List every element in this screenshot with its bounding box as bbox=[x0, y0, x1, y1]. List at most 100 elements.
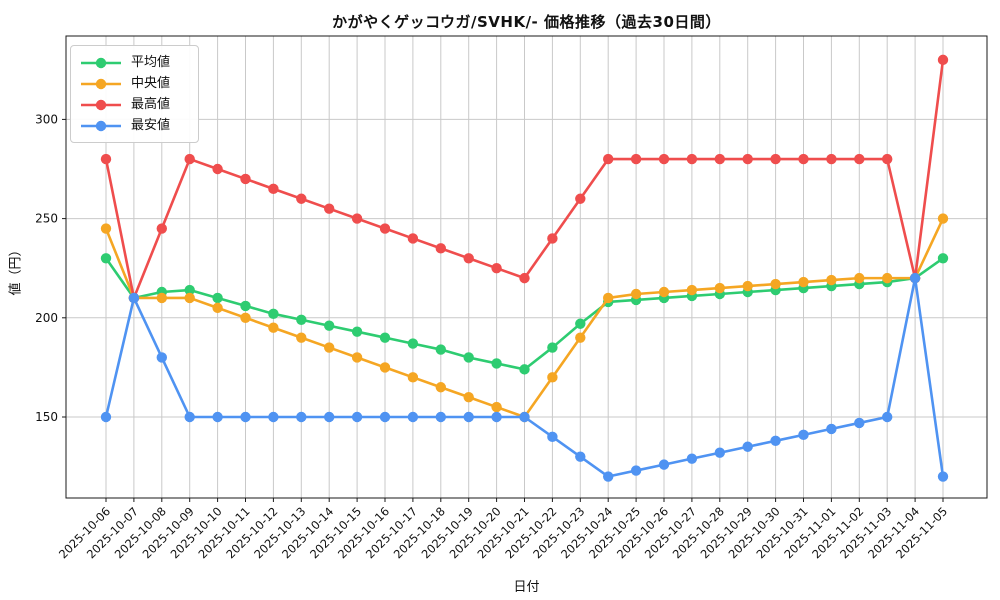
point-median bbox=[937, 213, 949, 224]
point-min bbox=[826, 423, 837, 435]
point-max bbox=[351, 213, 363, 224]
y-axis-label: 値（円） bbox=[8, 243, 24, 296]
legend-item-min: 最安値 bbox=[79, 115, 190, 136]
point-median bbox=[463, 391, 474, 403]
legend-marker-min bbox=[81, 120, 121, 131]
point-average bbox=[296, 314, 307, 325]
y-tick-labels: 150 200 250 300 bbox=[35, 112, 58, 424]
point-min bbox=[407, 411, 419, 423]
point-median bbox=[882, 272, 893, 284]
point-median bbox=[296, 332, 307, 343]
legend-item-average: 平均値 bbox=[79, 52, 190, 73]
point-median bbox=[742, 280, 753, 292]
point-max bbox=[854, 153, 865, 165]
point-median bbox=[826, 274, 837, 286]
ticks bbox=[62, 118, 944, 502]
point-median bbox=[547, 372, 558, 383]
point-min bbox=[128, 292, 140, 304]
point-max bbox=[240, 173, 251, 185]
point-max bbox=[100, 153, 112, 165]
chart-title: かがやくゲッコウガ/SVHK/- 価格推移（過去30日間） bbox=[332, 13, 721, 31]
point-max bbox=[212, 163, 223, 175]
point-median bbox=[351, 352, 363, 363]
legend: 平均値 中央値 最高値 最安値 bbox=[70, 45, 199, 143]
point-min bbox=[909, 272, 921, 284]
point-max bbox=[742, 153, 753, 165]
point-average bbox=[463, 352, 474, 363]
point-average bbox=[268, 308, 279, 320]
point-median bbox=[603, 292, 614, 304]
point-max bbox=[379, 223, 391, 234]
point-median bbox=[435, 382, 446, 393]
point-max bbox=[686, 153, 698, 165]
point-max bbox=[324, 203, 335, 214]
point-average bbox=[324, 320, 335, 331]
point-min bbox=[519, 411, 530, 423]
point-max bbox=[519, 272, 530, 284]
point-max bbox=[575, 193, 586, 204]
x-axis-label: 日付 bbox=[513, 580, 540, 595]
point-average bbox=[519, 364, 530, 375]
y-tick-label: 200 bbox=[35, 311, 58, 325]
point-min bbox=[714, 447, 725, 458]
point-max bbox=[770, 153, 781, 165]
point-min bbox=[212, 411, 223, 423]
point-median bbox=[156, 292, 167, 304]
point-max bbox=[882, 153, 893, 165]
point-min bbox=[100, 411, 112, 423]
point-median bbox=[491, 401, 502, 413]
point-median bbox=[854, 272, 865, 284]
point-max bbox=[184, 153, 195, 165]
legend-label-min: 最安値 bbox=[131, 118, 171, 133]
point-min bbox=[603, 471, 614, 482]
point-average bbox=[100, 253, 112, 264]
legend-item-median: 中央値 bbox=[79, 73, 190, 94]
point-max bbox=[826, 153, 837, 165]
point-min bbox=[491, 411, 502, 423]
point-min bbox=[742, 441, 753, 452]
legend-label-average: 平均値 bbox=[131, 55, 171, 70]
point-min bbox=[575, 451, 586, 462]
plot-border bbox=[65, 35, 988, 499]
point-max bbox=[491, 263, 502, 274]
point-max bbox=[547, 233, 558, 244]
point-median bbox=[630, 288, 642, 300]
point-min bbox=[770, 435, 781, 447]
point-max bbox=[798, 153, 809, 165]
point-max bbox=[937, 54, 949, 66]
legend-label-median: 中央値 bbox=[131, 76, 171, 91]
point-median bbox=[100, 223, 112, 234]
point-median bbox=[658, 286, 670, 298]
point-median bbox=[798, 276, 809, 288]
point-median bbox=[268, 322, 279, 333]
point-max bbox=[156, 223, 167, 234]
point-median bbox=[770, 278, 781, 290]
point-max bbox=[268, 183, 279, 195]
point-max bbox=[630, 153, 642, 165]
point-min bbox=[435, 411, 446, 423]
point-average bbox=[937, 253, 949, 264]
legend-marker-max bbox=[81, 99, 121, 110]
series-min bbox=[100, 272, 949, 482]
point-max bbox=[463, 253, 474, 264]
point-min bbox=[463, 411, 474, 423]
point-min bbox=[184, 411, 195, 423]
point-min bbox=[854, 417, 865, 429]
point-median bbox=[575, 332, 586, 343]
point-min bbox=[686, 453, 698, 464]
point-average bbox=[491, 358, 502, 369]
point-min bbox=[937, 471, 949, 482]
point-average bbox=[212, 292, 223, 304]
point-min bbox=[156, 352, 167, 363]
point-median bbox=[184, 292, 195, 304]
x-tick-labels: 2025-10-062025-10-072025-10-082025-10-09… bbox=[56, 504, 950, 561]
point-min bbox=[658, 459, 670, 470]
y-tick-label: 300 bbox=[35, 112, 58, 126]
legend-label-max: 最高値 bbox=[131, 97, 171, 112]
point-min bbox=[798, 429, 809, 441]
point-median bbox=[240, 312, 251, 323]
point-max bbox=[435, 243, 446, 254]
point-min bbox=[296, 411, 307, 423]
point-min bbox=[324, 411, 335, 423]
